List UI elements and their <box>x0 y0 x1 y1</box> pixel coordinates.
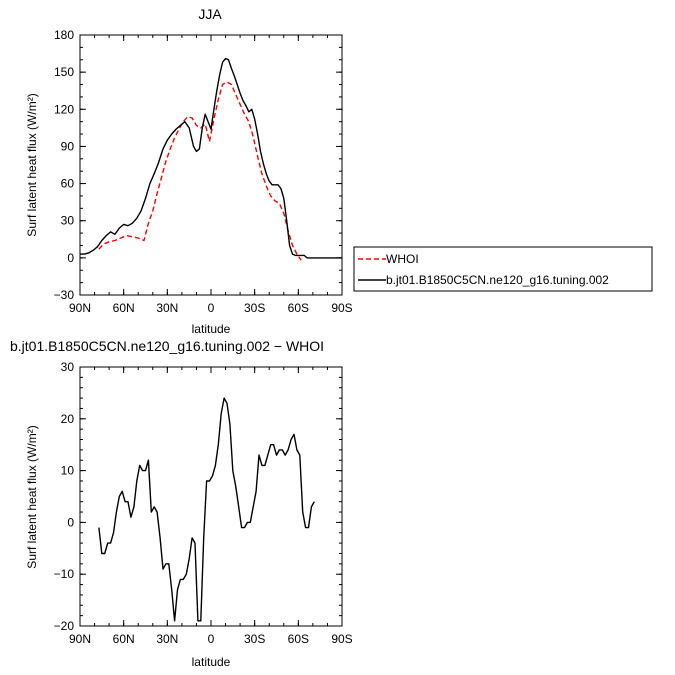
top-panel: JJA 90N 60N 30N 0 30S 60S 90S −30 0 30 60 90 120 150… <box>25 6 353 336</box>
top-y-tick-label: 180 <box>54 28 74 42</box>
top-series-line-model <box>80 57 342 259</box>
bottom-x-tick-label: 30N <box>156 632 178 646</box>
top-x-tick-label: 90N <box>69 301 91 315</box>
bottom-x-tick-label: 30S <box>244 632 265 646</box>
top-y-tick-label: 150 <box>54 65 74 79</box>
bottom-x-tick-label: 60N <box>113 632 135 646</box>
bottom-x-tick-label: 60S <box>288 632 309 646</box>
top-y-tick-labels: −30 0 30 60 90 120 150 180 <box>54 28 75 302</box>
top-y-tick-label: 0 <box>67 251 74 265</box>
bottom-y-tick-label: −10 <box>54 567 75 581</box>
top-series-lines <box>80 57 342 261</box>
top-x-tick-label: 60N <box>113 301 135 315</box>
top-series-line-whoi <box>98 81 302 261</box>
top-y-tick-label: 60 <box>61 177 75 191</box>
top-x-tick-label: 30N <box>156 301 178 315</box>
bottom-series-lines <box>98 397 315 622</box>
bottom-x-tick-label: 90N <box>69 632 91 646</box>
bottom-y-tick-label: 0 <box>67 515 74 529</box>
bottom-x-axis-label: latitude <box>192 655 231 669</box>
legend: WHOI b.jt01.B1850C5CN.ne120_g16.tuning.0… <box>353 246 653 292</box>
bottom-x-tick-label: 90S <box>331 632 352 646</box>
bottom-y-tick-labels: −20 −10 0 10 20 30 <box>54 360 75 633</box>
bottom-x-tick-label: 0 <box>208 632 215 646</box>
bottom-y-tick-label: 10 <box>61 464 75 478</box>
top-y-tick-label: 90 <box>61 139 75 153</box>
top-x-tick-label: 90S <box>331 301 352 315</box>
top-y-tick-label: 120 <box>54 102 74 116</box>
legend-box <box>353 246 653 292</box>
top-x-tick-label: 60S <box>288 301 309 315</box>
top-y-tick-label: 30 <box>61 214 75 228</box>
top-x-tick-label: 30S <box>244 301 265 315</box>
bottom-y-tick-label: −20 <box>54 619 75 633</box>
bottom-y-axis-label: Surf latent heat flux (W/m²) <box>25 425 39 568</box>
top-y-tick-label: −30 <box>54 288 75 302</box>
legend-whoi-label: WHOI <box>386 252 419 266</box>
legend-model-label: b.jt01.B1850C5CN.ne120_g16.tuning.002 <box>386 273 609 287</box>
bottom-x-tick-labels: 90N 60N 30N 0 30S 60S 90S <box>69 632 353 646</box>
top-y-axis-label: Surf latent heat flux (W/m²) <box>25 93 39 236</box>
top-ticks <box>79 34 343 296</box>
top-panel-title: JJA <box>198 6 222 22</box>
bottom-series-line-difference <box>98 397 315 622</box>
top-x-tick-labels: 90N 60N 30N 0 30S 60S 90S <box>69 301 353 315</box>
top-x-axis-label: latitude <box>192 322 231 336</box>
bottom-panel: b.jt01.B1850C5CN.ne120_g16.tuning.002 − … <box>10 338 353 669</box>
bottom-y-tick-label: 20 <box>61 412 75 426</box>
bottom-panel-title: b.jt01.B1850C5CN.ne120_g16.tuning.002 − … <box>10 338 324 354</box>
bottom-y-tick-label: 30 <box>61 360 75 374</box>
bottom-ticks <box>79 366 343 627</box>
top-x-tick-label: 0 <box>208 301 215 315</box>
